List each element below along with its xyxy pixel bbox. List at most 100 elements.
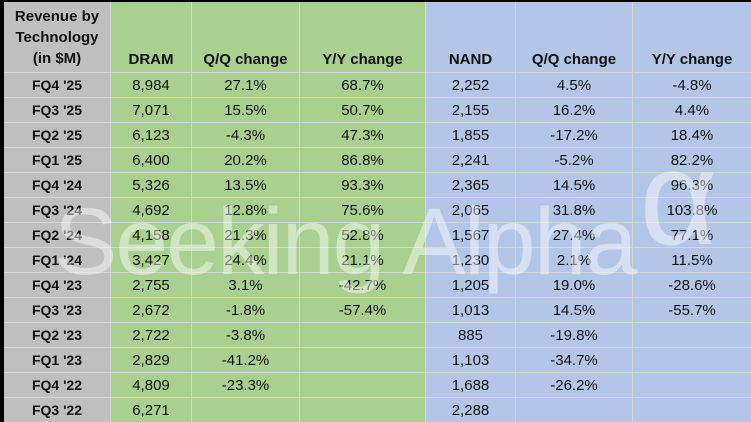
nand-value: 1,205 <box>426 273 515 297</box>
row-label: FQ2 '24 <box>4 223 110 247</box>
nand-yy-value <box>633 348 751 372</box>
nand-qq-value <box>516 398 632 422</box>
column-header-nand-qq: Q/Q change <box>516 2 632 72</box>
nand-qq-value: 31.8% <box>516 198 632 222</box>
nand-yy-value: 11.5% <box>633 248 751 272</box>
dram-qq-value: -1.8% <box>192 298 299 322</box>
dram-value: 8,984 <box>111 73 191 97</box>
nand-value: 1,013 <box>426 298 515 322</box>
row-label: FQ3 '25 <box>4 98 110 122</box>
dram-qq-value: -41.2% <box>192 348 299 372</box>
nand-qq-value: 2.1% <box>516 248 632 272</box>
nand-yy-value: -55.7% <box>633 298 751 322</box>
nand-yy-value: -4.8% <box>633 73 751 97</box>
dram-value: 2,755 <box>111 273 191 297</box>
nand-value: 2,252 <box>426 73 515 97</box>
nand-yy-value: 4.4% <box>633 98 751 122</box>
nand-qq-value: 16.2% <box>516 98 632 122</box>
row-label: FQ3 '23 <box>4 298 110 322</box>
nand-qq-value: 19.0% <box>516 273 632 297</box>
nand-qq-value: -19.8% <box>516 323 632 347</box>
row-label: FQ1 '25 <box>4 148 110 172</box>
dram-yy-value: 47.3% <box>300 123 425 147</box>
dram-yy-value: 93.3% <box>300 173 425 197</box>
dram-value: 4,809 <box>111 373 191 397</box>
nand-qq-value: -34.7% <box>516 348 632 372</box>
nand-value: 1,103 <box>426 348 515 372</box>
nand-qq-value: 14.5% <box>516 173 632 197</box>
row-label: FQ4 '24 <box>4 173 110 197</box>
title-line-2: Technology <box>15 28 99 46</box>
dram-value: 4,158 <box>111 223 191 247</box>
nand-qq-value: -17.2% <box>516 123 632 147</box>
dram-yy-value: 21.1% <box>300 248 425 272</box>
nand-yy-value <box>633 398 751 422</box>
dram-yy-value <box>300 323 425 347</box>
nand-qq-value: 4.5% <box>516 73 632 97</box>
dram-yy-value: -42.7% <box>300 273 425 297</box>
dram-value: 2,722 <box>111 323 191 347</box>
dram-yy-value <box>300 373 425 397</box>
nand-yy-value <box>633 373 751 397</box>
dram-qq-value: 3.1% <box>192 273 299 297</box>
nand-yy-value: 96.3% <box>633 173 751 197</box>
nand-value: 2,241 <box>426 148 515 172</box>
nand-yy-value: 18.4% <box>633 123 751 147</box>
nand-value: 2,288 <box>426 398 515 422</box>
nand-qq-value: 14.5% <box>516 298 632 322</box>
nand-yy-value: 82.2% <box>633 148 751 172</box>
row-label: FQ4 '25 <box>4 73 110 97</box>
dram-yy-value: 75.6% <box>300 198 425 222</box>
dram-qq-value: 21.3% <box>192 223 299 247</box>
title-line-1: Revenue by <box>14 7 100 25</box>
dram-value: 6,400 <box>111 148 191 172</box>
dram-yy-value: -57.4% <box>300 298 425 322</box>
dram-qq-value: 24.4% <box>192 248 299 272</box>
nand-qq-value: 27.4% <box>516 223 632 247</box>
dram-yy-value: 68.7% <box>300 73 425 97</box>
title-line-3: (in $M) <box>32 49 82 67</box>
nand-value: 2,365 <box>426 173 515 197</box>
nand-qq-value: -5.2% <box>516 148 632 172</box>
dram-yy-value: 50.7% <box>300 98 425 122</box>
nand-qq-value: -26.2% <box>516 373 632 397</box>
row-label: FQ4 '22 <box>4 373 110 397</box>
column-header-nand: NAND <box>426 2 515 72</box>
dram-qq-value: 12.8% <box>192 198 299 222</box>
dram-value: 2,672 <box>111 298 191 322</box>
row-label: FQ3 '24 <box>4 198 110 222</box>
row-label: FQ3 '22 <box>4 398 110 422</box>
column-header-nand-yy: Y/Y change <box>633 2 751 72</box>
nand-yy-value <box>633 323 751 347</box>
dram-qq-value: -23.3% <box>192 373 299 397</box>
dram-value: 3,427 <box>111 248 191 272</box>
dram-qq-value: 13.5% <box>192 173 299 197</box>
dram-qq-value: 27.1% <box>192 73 299 97</box>
dram-value: 2,829 <box>111 348 191 372</box>
row-label: FQ1 '24 <box>4 248 110 272</box>
nand-value: 2,155 <box>426 98 515 122</box>
nand-value: 1,688 <box>426 373 515 397</box>
dram-value: 6,271 <box>111 398 191 422</box>
row-label: FQ4 '23 <box>4 273 110 297</box>
table-title: Revenue by Technology (in $M) <box>4 2 110 72</box>
dram-yy-value <box>300 398 425 422</box>
row-label: FQ2 '25 <box>4 123 110 147</box>
dram-yy-value: 86.8% <box>300 148 425 172</box>
nand-value: 2,065 <box>426 198 515 222</box>
dram-value: 4,692 <box>111 198 191 222</box>
row-label: FQ1 '23 <box>4 348 110 372</box>
row-label: FQ2 '23 <box>4 323 110 347</box>
dram-qq-value: 20.2% <box>192 148 299 172</box>
nand-yy-value: 103.8% <box>633 198 751 222</box>
column-header-dram-qq: Q/Q change <box>192 2 299 72</box>
dram-qq-value <box>192 398 299 422</box>
nand-value: 1,855 <box>426 123 515 147</box>
nand-value: 1,567 <box>426 223 515 247</box>
dram-yy-value: 52.8% <box>300 223 425 247</box>
column-header-dram-yy: Y/Y change <box>300 2 425 72</box>
dram-qq-value: -4.3% <box>192 123 299 147</box>
nand-yy-value: 77.1% <box>633 223 751 247</box>
